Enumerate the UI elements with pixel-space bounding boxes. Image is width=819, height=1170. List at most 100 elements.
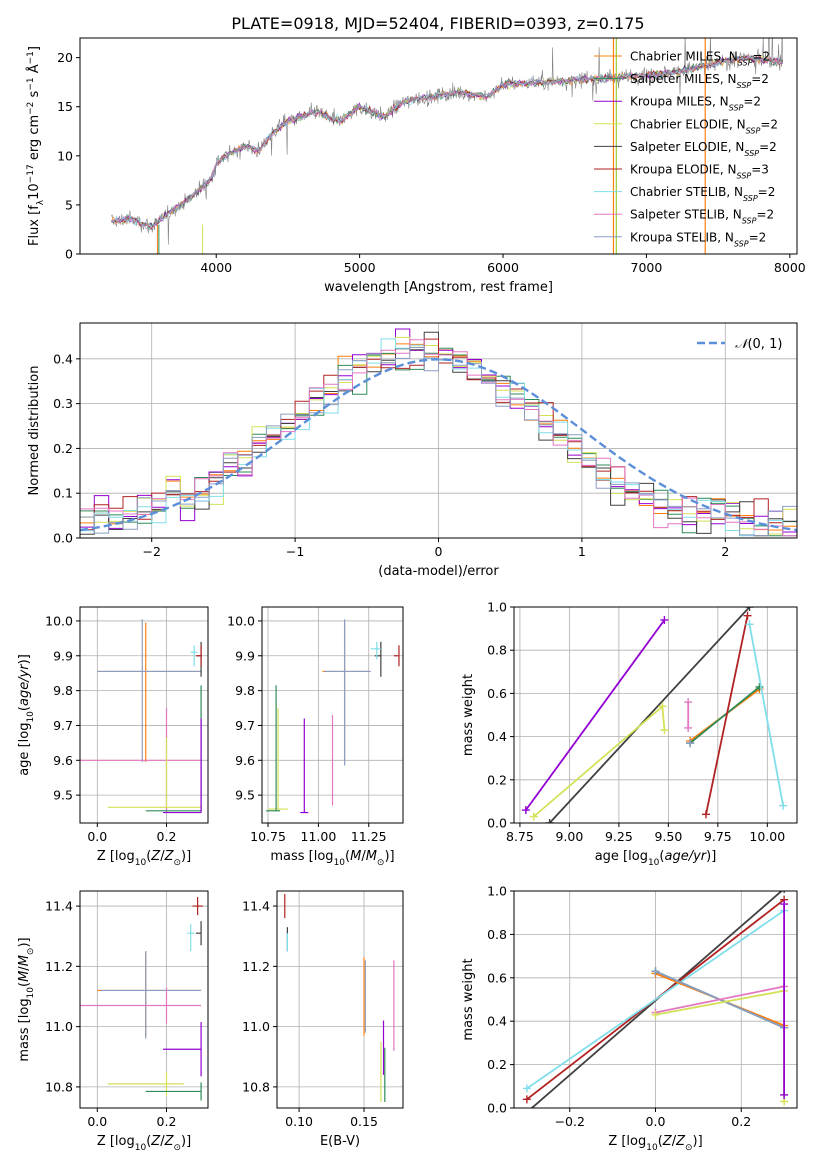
age_vs_mass-errorbar-9 (370, 641, 381, 660)
histogram-step-8 (80, 339, 797, 537)
mass_vs_EBV-x-axis-label: E(B-V) (320, 1134, 360, 1149)
age_vs_mass-frame (261, 606, 404, 824)
marker (779, 801, 788, 810)
age_vs_mass-errorbar-5 (266, 685, 281, 812)
y-tick-label: 9.5 (53, 788, 73, 803)
massweight_vs_age-axes: 8.75 9.00 9.25 9.50 9.75 10.00 0.0 0.2 0.4 0.6 0.8… (487, 600, 797, 844)
age_vs_Z-errorbar-9 (190, 645, 198, 667)
x-tick-label: 9.00 (555, 829, 583, 844)
y-tick-label: 1.0 (487, 600, 507, 615)
y-tick-label: 0.4 (487, 729, 507, 744)
marker (684, 698, 693, 707)
x-tick-label: 0.10 (285, 1114, 313, 1129)
massweight_vs_Z-lines (522, 891, 789, 1116)
mass_vs_EBV-frame (276, 890, 404, 1109)
x-tick-label: 9.25 (605, 829, 633, 844)
x-tick-label: 9.75 (704, 829, 732, 844)
x-tick-label: 0.15 (350, 1114, 378, 1129)
mass_vs_Z-errorbars (80, 897, 203, 1101)
y-tick-label: 15 (57, 99, 73, 114)
marker (686, 739, 695, 748)
massweight_vs_Z-axes: −0.2 0.0 0.2 0.0 0.2 0.4 0.6 0.8 1.0 (487, 884, 797, 1129)
y-tick-label: 0.1 (53, 486, 73, 501)
y-tick-label: 11.2 (242, 959, 270, 974)
age_vs_Z-plot-area (80, 607, 208, 823)
y-tick-label: 9.7 (235, 718, 255, 733)
massweight_vs_Z-x-axis-label: Z [log10(Z/Z⊙)] (608, 1134, 702, 1153)
massweight_vs_Z-frame (513, 890, 798, 1109)
x-tick-label: 1 (578, 544, 586, 559)
marker (529, 812, 538, 821)
y-tick-label: 10.8 (45, 1079, 73, 1094)
residuals-x-axis-label: (data-model)/error (378, 564, 499, 579)
massweight_vs_age-line-7 (748, 624, 784, 806)
legend-label-7: Chabrier STELIB, NSSP=2 (630, 185, 775, 203)
y-tick-label: 11.2 (45, 959, 73, 974)
massweight_vs_age-line-2 (548, 607, 751, 823)
residuals-y-axis-label: Normed distribution (27, 366, 42, 496)
y-tick-label: 0.0 (487, 816, 507, 831)
spectrum-lines (111, 38, 784, 254)
x-tick-label: 8.75 (506, 829, 534, 844)
legend-label-9: Kroupa STELIB, NSSP=2 (630, 230, 766, 248)
spectrum-frame (79, 37, 798, 255)
x-tick-label: 0.2 (157, 829, 177, 844)
mass_vs_Z-errorbar-7 (195, 921, 202, 946)
y-tick-label: 11.4 (242, 899, 270, 914)
y-tick-label: 0.0 (487, 1101, 507, 1116)
age_vs_Z-errorbar-2 (97, 619, 202, 763)
mass_vs_Z-errorbar-9 (187, 924, 195, 952)
marker (780, 1090, 789, 1099)
age_vs_mass-errorbar-4 (268, 708, 289, 810)
massweight_vs_age-lines (521, 607, 788, 823)
spectrum-legend: Chabrier MILES, NSSP=2 Salpeter MILES, NS… (594, 50, 778, 248)
marker (780, 900, 789, 909)
y-tick-label: 10.0 (45, 613, 73, 628)
histogram-step-9 (80, 347, 797, 537)
massweight_vs_age-frame (513, 606, 798, 824)
marker (523, 1108, 531, 1116)
y-tick-label: 0.2 (487, 1057, 507, 1072)
x-tick-label: −0.2 (555, 1114, 585, 1129)
marker (651, 967, 660, 976)
y-tick-label: 9.5 (235, 788, 255, 803)
legend-label-normal: 𝒩(0, 1) (735, 337, 782, 352)
age_vs_Z-frame (79, 606, 209, 824)
marker (660, 615, 669, 624)
age_vs_Z-y-axis-label: age [log10(age/yr)] (17, 654, 36, 776)
y-tick-label: 0.8 (487, 927, 507, 942)
legend-label-3: Kroupa MILES, NSSP=2 (630, 95, 761, 113)
y-tick-label: 9.8 (235, 683, 255, 698)
y-tick-label: 11.4 (45, 899, 73, 914)
massweight_vs_age-y-axis-label: mass weight (461, 674, 476, 756)
x-tick-label: 0.2 (731, 1114, 751, 1129)
massweight_vs_age-line-5 (689, 686, 760, 744)
marker (651, 1010, 660, 1019)
mass_vs_Z-errorbar-5 (145, 1082, 202, 1101)
marker (743, 611, 752, 620)
y-tick-label: 9.9 (235, 648, 255, 663)
y-tick-label: 0.4 (53, 351, 73, 366)
marker (745, 620, 754, 629)
age_vs_Z-errorbar-8 (195, 645, 202, 667)
marker (701, 810, 710, 819)
y-tick-label: 9.6 (53, 753, 73, 768)
y-tick-label: 11.0 (45, 1019, 73, 1034)
y-tick-label: 9.7 (53, 718, 73, 733)
y-tick-label: 10.0 (227, 613, 255, 628)
mass_vs_Z-errorbar-3 (80, 987, 202, 1024)
y-tick-label: 9.9 (53, 648, 73, 663)
x-tick-label: 10.75 (250, 829, 286, 844)
y-tick-label: 11.0 (242, 1019, 270, 1034)
y-tick-label: 10.8 (242, 1079, 270, 1094)
residuals-frame (79, 322, 798, 539)
x-tick-label: 10.00 (749, 829, 785, 844)
mass_vs_Z-x-axis-label: Z [log10(Z/Z⊙)] (97, 1134, 191, 1153)
y-tick-label: 0.4 (487, 1014, 507, 1029)
marker (660, 726, 669, 735)
mass_vs_Z-plot-area (80, 891, 208, 1108)
y-tick-label: 9.8 (53, 683, 73, 698)
y-tick-label: 5 (65, 197, 73, 212)
